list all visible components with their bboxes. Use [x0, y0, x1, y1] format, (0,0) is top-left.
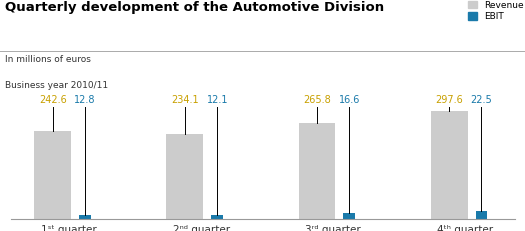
Text: 265.8: 265.8: [303, 95, 331, 105]
Bar: [476, 211, 487, 219]
Text: 242.6: 242.6: [39, 95, 67, 105]
Text: 16.6: 16.6: [339, 95, 360, 105]
Bar: [211, 215, 223, 219]
Text: 22.5: 22.5: [470, 95, 492, 105]
Text: 234.1: 234.1: [171, 95, 198, 105]
Bar: [343, 213, 355, 219]
Bar: [34, 131, 71, 219]
Text: Business year 2010/11: Business year 2010/11: [5, 81, 108, 90]
Text: In millions of euros: In millions of euros: [5, 55, 91, 64]
Bar: [299, 123, 335, 219]
Text: 12.8: 12.8: [75, 95, 96, 105]
Bar: [166, 134, 203, 219]
Text: Quarterly development of the Automotive Division: Quarterly development of the Automotive …: [5, 1, 384, 14]
Legend: Revenue, EBIT: Revenue, EBIT: [468, 1, 524, 21]
Bar: [79, 215, 91, 219]
Text: 297.6: 297.6: [435, 95, 463, 105]
Bar: [430, 111, 468, 219]
Text: 12.1: 12.1: [206, 95, 228, 105]
